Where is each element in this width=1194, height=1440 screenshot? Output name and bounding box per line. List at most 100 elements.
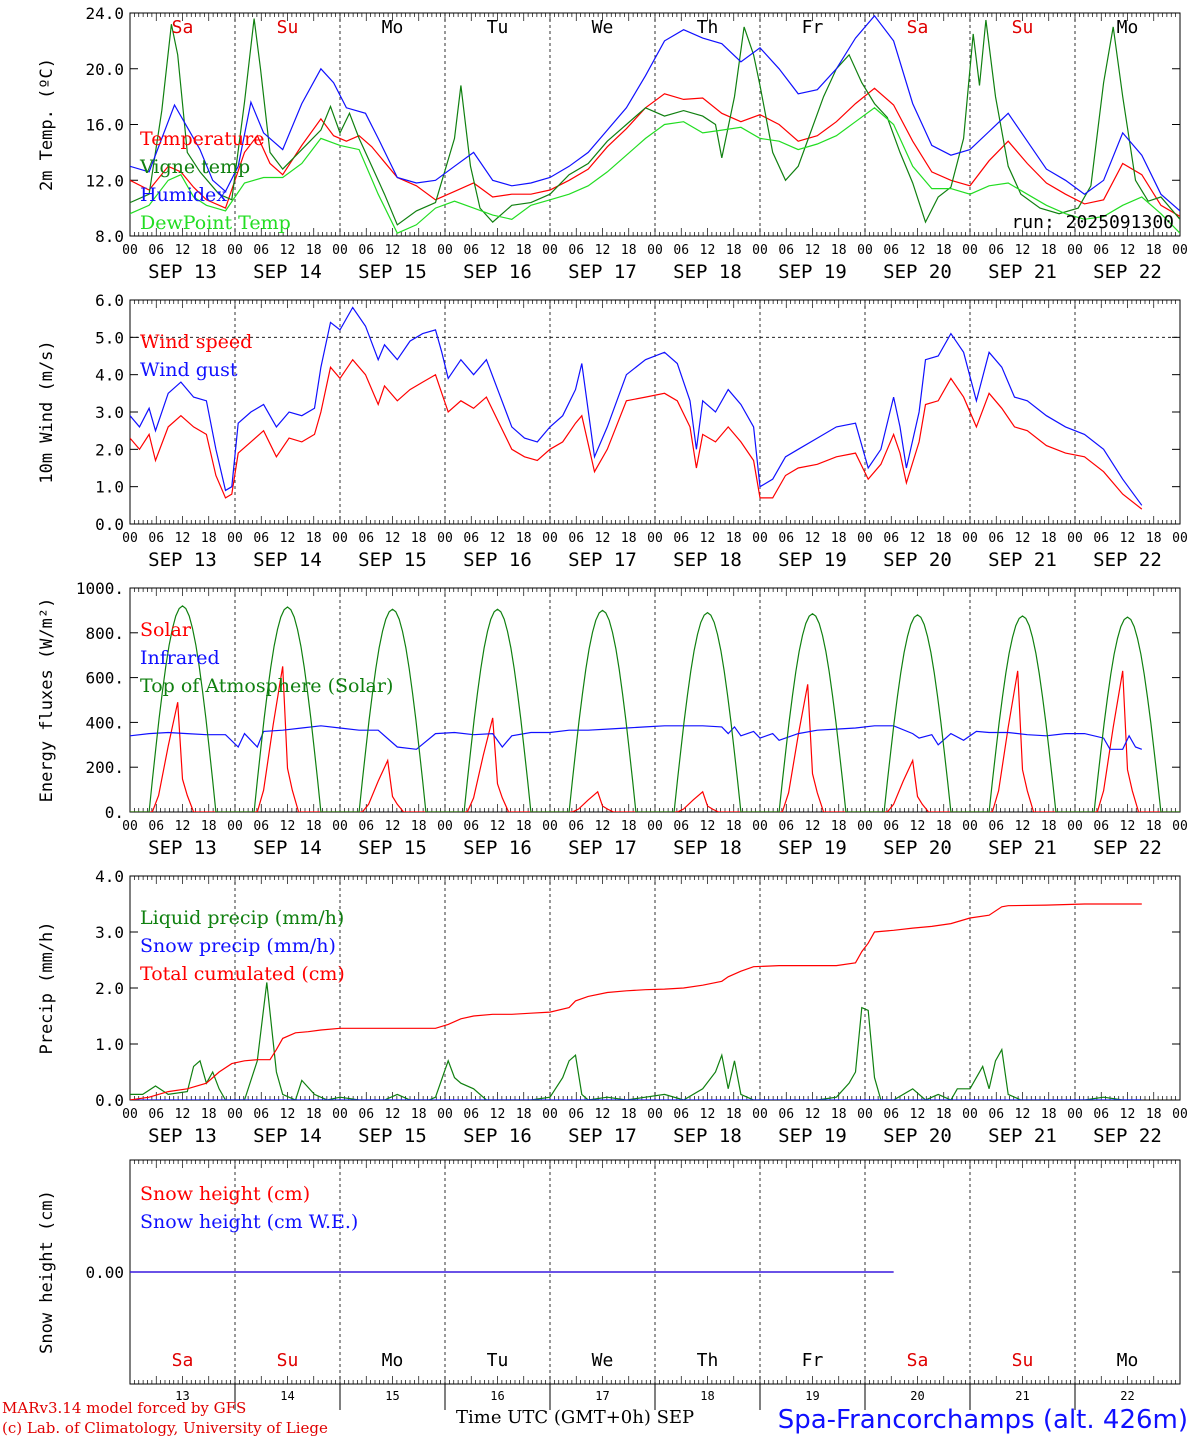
hour-tick-label: 12: [175, 243, 191, 258]
legend-entry: Vigne temp: [139, 156, 250, 178]
date-label: SEP 16: [463, 549, 532, 571]
y-tick-label: 2.0: [95, 979, 124, 998]
date-label: SEP 18: [673, 549, 742, 571]
panel-energy: 0. 200. 400. 600. 800. 1000. Energy fluxes (W/…: [37, 579, 1188, 859]
y-tick-label: 600.: [85, 669, 124, 688]
hour-tick-label: 00: [857, 531, 873, 546]
hour-tick-label: 18: [1041, 1107, 1057, 1122]
y-tick-label: 0.0: [95, 515, 124, 534]
weekday-label: Sa: [172, 1350, 194, 1371]
hour-tick-label: 06: [883, 243, 899, 258]
date-label: SEP 19: [778, 837, 847, 859]
date-label: SEP 17: [568, 549, 637, 571]
hour-tick-label: 18: [306, 819, 322, 834]
hour-tick-label: 00: [542, 243, 558, 258]
y-tick-label: 6.0: [95, 291, 124, 310]
day-number-label: 14: [280, 1389, 294, 1403]
hour-tick-label: 12: [805, 819, 821, 834]
hour-tick-label: 12: [175, 531, 191, 546]
hour-tick-label: 18: [411, 819, 427, 834]
hour-tick-label: 06: [568, 531, 584, 546]
series-line-vigne-temp: [130, 18, 1180, 226]
hour-tick-label: 18: [1041, 531, 1057, 546]
y-tick-label: 4.0: [95, 366, 124, 385]
hour-tick-label: 00: [1067, 819, 1083, 834]
legend-entry: DewPoint Temp: [140, 212, 291, 234]
date-label: SEP 20: [883, 549, 952, 571]
weekday-label: Su: [1012, 17, 1034, 38]
weekday-label: Su: [1012, 1350, 1034, 1371]
y-tick-label: 8.0: [95, 227, 124, 246]
hour-tick-label: 00: [122, 531, 138, 546]
copyright-credit: (c) Lab. of Climatology, University of L…: [2, 1419, 328, 1437]
hour-tick-label: 18: [201, 531, 217, 546]
hour-tick-label: 12: [1120, 531, 1136, 546]
y-tick-label: 20.0: [85, 60, 124, 79]
hour-tick-label: 06: [358, 531, 374, 546]
hour-tick-label: 00: [752, 1107, 768, 1122]
hour-tick-label: 12: [490, 1107, 506, 1122]
hour-tick-label: 12: [805, 1107, 821, 1122]
hour-tick-label: 06: [568, 243, 584, 258]
weekday-label: Tu: [487, 1350, 509, 1371]
weekday-label: Sa: [172, 17, 194, 38]
day-number-label: 22: [1120, 1389, 1134, 1403]
date-label: SEP 14: [253, 837, 322, 859]
y-tick-label: 4.0: [95, 867, 124, 886]
hour-tick-label: 06: [1093, 531, 1109, 546]
hour-tick-label: 12: [1015, 819, 1031, 834]
series-group: [130, 903, 1142, 1100]
day-number-label: 13: [175, 1389, 189, 1403]
hour-tick-label: 12: [595, 531, 611, 546]
y-tick-label: 0.00: [85, 1263, 124, 1282]
hour-tick-label: 00: [542, 531, 558, 546]
hour-tick-label: 18: [1041, 819, 1057, 834]
hour-tick-label: 12: [385, 531, 401, 546]
hour-tick-label: 00: [122, 243, 138, 258]
hour-tick-label: 00: [857, 819, 873, 834]
hour-tick-label: 00: [962, 819, 978, 834]
date-label: SEP 21: [988, 1125, 1057, 1147]
date-label: SEP 21: [988, 549, 1057, 571]
hour-tick-label: 06: [988, 243, 1004, 258]
date-label: SEP 22: [1093, 261, 1162, 283]
hour-tick-label: 06: [673, 1107, 689, 1122]
y-tick-label: 1000.: [76, 579, 124, 598]
y-tick-label: 3.0: [95, 923, 124, 942]
date-label: SEP 15: [358, 1125, 427, 1147]
hour-tick-label: 00: [332, 819, 348, 834]
hour-tick-label: 18: [831, 243, 847, 258]
weekday-label: Th: [697, 17, 719, 38]
hour-tick-label: 12: [1015, 243, 1031, 258]
hour-tick-label: 12: [595, 243, 611, 258]
hour-tick-label: 12: [700, 243, 716, 258]
hour-tick-label: 18: [306, 1107, 322, 1122]
hour-tick-label: 06: [148, 1107, 164, 1122]
hour-tick-label: 00: [647, 819, 663, 834]
hour-tick-label: 12: [1015, 531, 1031, 546]
hour-tick-label: 18: [1041, 243, 1057, 258]
hour-tick-label: 18: [201, 1107, 217, 1122]
hour-tick-label: 18: [516, 1107, 532, 1122]
date-label: SEP 18: [673, 837, 742, 859]
hour-tick-label: 00: [962, 531, 978, 546]
date-label: SEP 16: [463, 1125, 532, 1147]
hour-tick-label: 12: [1120, 819, 1136, 834]
hour-tick-label: 06: [148, 819, 164, 834]
hour-tick-label: 06: [673, 819, 689, 834]
hour-tick-label: 12: [1120, 243, 1136, 258]
hour-tick-label: 12: [385, 1107, 401, 1122]
hour-tick-label: 18: [936, 1107, 952, 1122]
series-line-humidex: [130, 14, 1180, 212]
hour-tick-label: 12: [910, 243, 926, 258]
hour-tick-label: 00: [857, 1107, 873, 1122]
hour-tick-label: 00: [122, 819, 138, 834]
y-axis-label: Precip (mm/h): [37, 921, 57, 1054]
date-label: SEP 19: [778, 1125, 847, 1147]
hour-tick-label: 12: [910, 1107, 926, 1122]
hour-tick-label: 00: [1172, 819, 1188, 834]
series-group: [130, 605, 1180, 812]
hour-tick-label: 18: [726, 819, 742, 834]
hour-tick-label: 00: [962, 1107, 978, 1122]
run-label: run: 2025091300: [1011, 212, 1174, 233]
